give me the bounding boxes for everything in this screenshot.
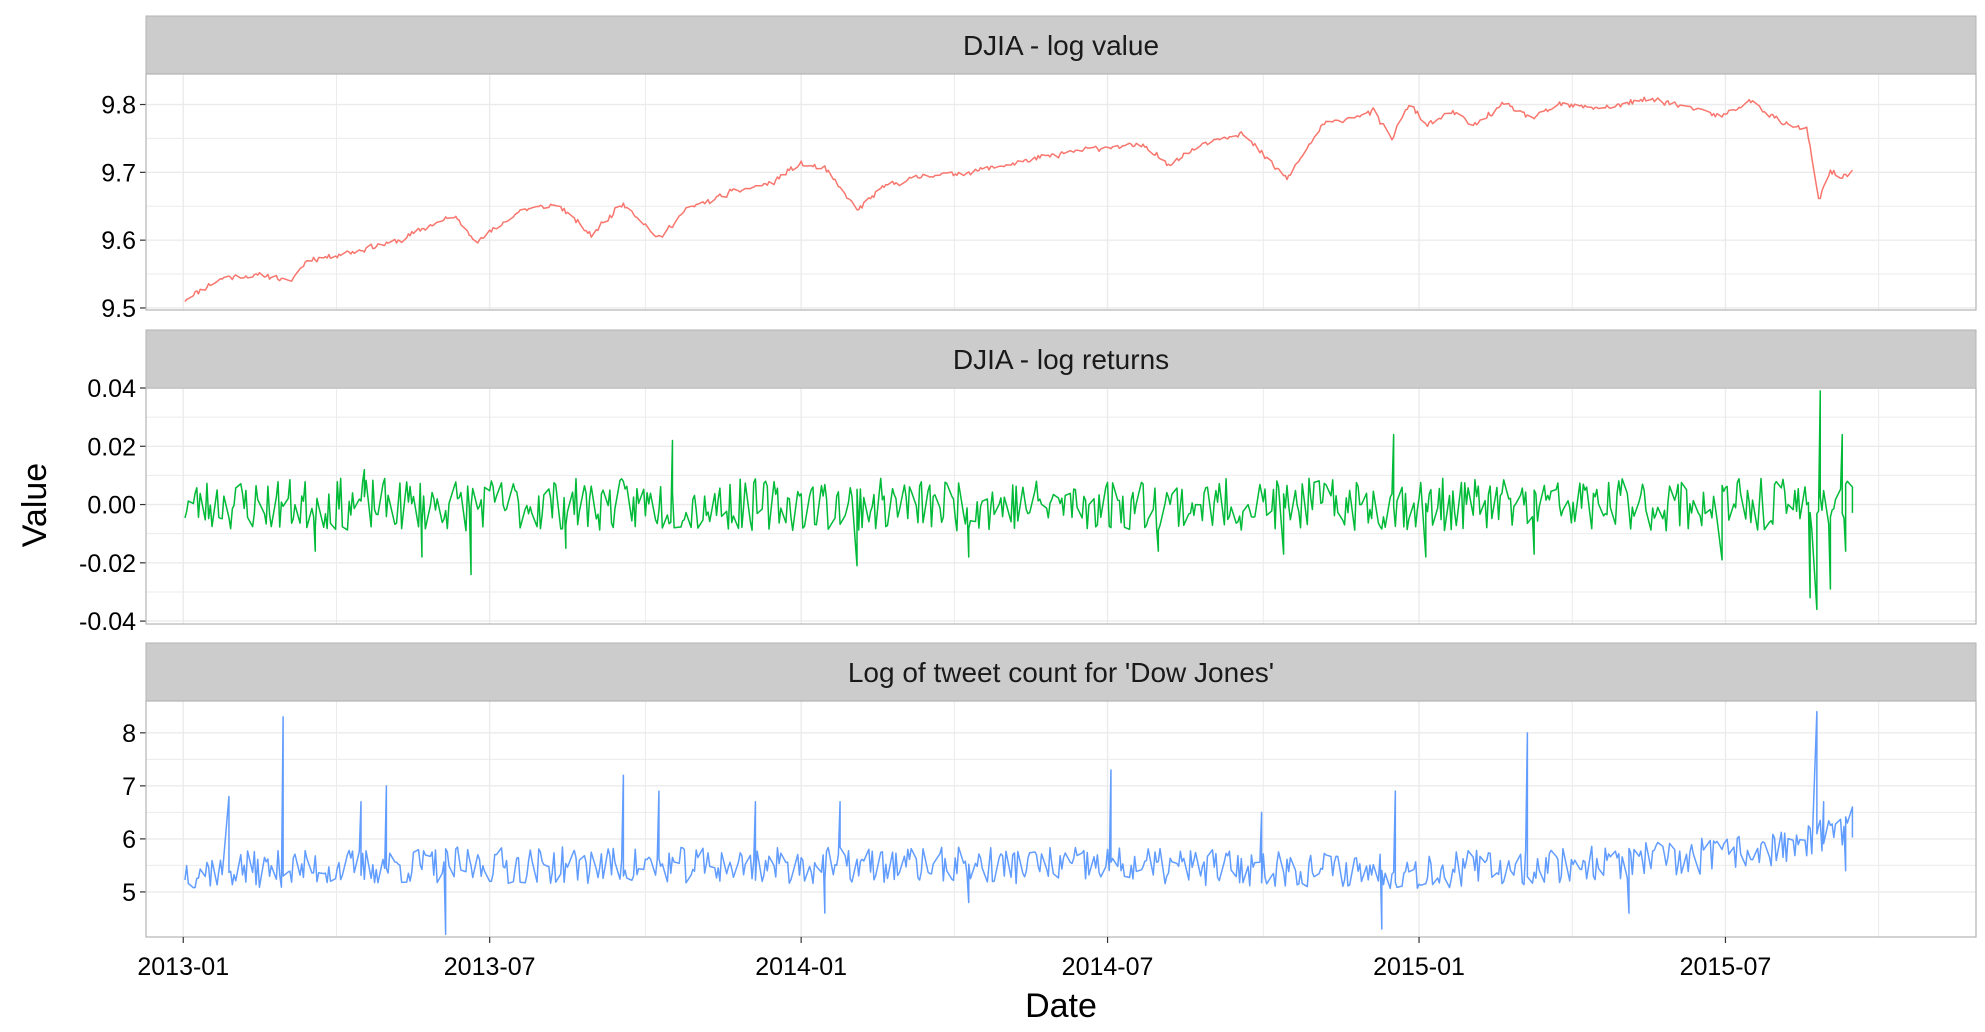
series-line: [184, 96, 1854, 303]
series-line: [184, 390, 1854, 611]
panel-border: [145, 73, 1977, 311]
chart-panels: DJIA - log value 9.5 9.6 9.7 9.8 DJIA - log r…: [79, 15, 1977, 938]
x-axis: 2013-01 2013-07 2014-01 2014-07 2015-01 2015-…: [137, 937, 1771, 981]
panel-strip: [145, 642, 1977, 702]
y-tick-label: 0.02: [87, 433, 136, 461]
x-tick-label: 2013-07: [444, 953, 536, 981]
y-tick-label: 9.7: [101, 159, 136, 187]
series-line: [184, 710, 1854, 936]
x-tick-label: 2015-01: [1373, 953, 1465, 981]
y-tick-label: 6: [122, 826, 136, 854]
y-tick-label: 0.04: [87, 375, 136, 403]
y-tick-label: 8: [122, 720, 136, 748]
panel-title: Log of tweet count for 'Dow Jones': [848, 657, 1274, 688]
panel-3: Log of tweet count for 'Dow Jones' 5 6 7 8: [122, 642, 1977, 938]
panel-strip: [145, 329, 1977, 389]
y-axis-title: Value: [16, 463, 54, 547]
x-tick-label: 2015-07: [1680, 953, 1772, 981]
panel-title: DJIA - log returns: [953, 344, 1169, 375]
y-tick-label: 0.00: [87, 492, 136, 520]
panel-strip: [145, 15, 1977, 75]
panel-grid: [146, 701, 1976, 937]
panel-border: [145, 700, 1977, 938]
panel-border: [145, 387, 1977, 625]
panel-title: DJIA - log value: [963, 30, 1159, 61]
y-tick-label: 5: [122, 879, 136, 907]
panel-1: DJIA - log value 9.5 9.6 9.7 9.8: [101, 15, 1977, 323]
y-tick-label: 9.8: [101, 92, 136, 120]
panel-2: DJIA - log returns -0.04 -0.02 0.00 0.02 0.04: [79, 329, 1977, 636]
y-tick-label: 9.6: [101, 227, 136, 255]
x-tick-label: 2014-07: [1062, 953, 1154, 981]
y-tick-label: -0.02: [79, 550, 136, 578]
x-axis-title: Date: [1025, 987, 1097, 1025]
y-tick-label: 7: [122, 773, 136, 801]
y-tick-label: -0.04: [79, 608, 136, 636]
x-tick-label: 2013-01: [137, 953, 229, 981]
x-tick-label: 2014-01: [755, 953, 847, 981]
y-tick-label: 9.5: [101, 295, 136, 323]
